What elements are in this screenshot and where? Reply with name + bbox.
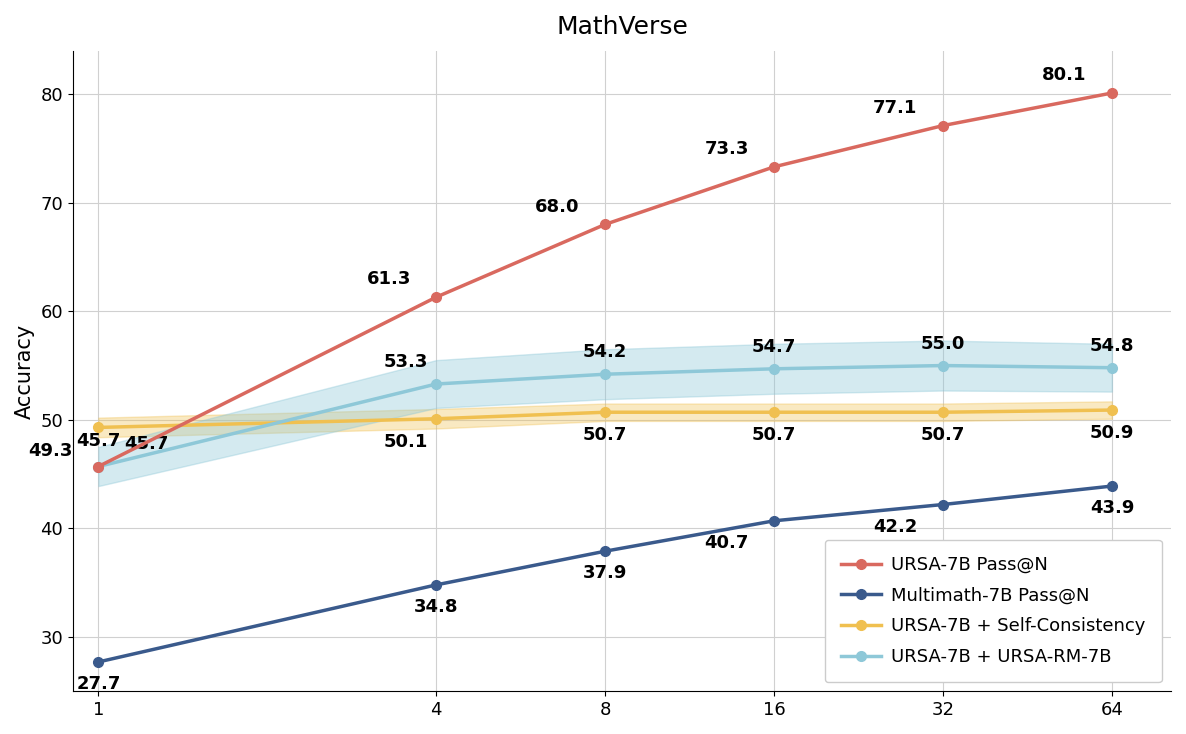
Line: URSA-7B + URSA-RM-7B: URSA-7B + URSA-RM-7B <box>94 360 1117 471</box>
URSA-7B Pass@N <box>429 293 444 302</box>
Text: 61.3: 61.3 <box>366 270 410 288</box>
URSA-7B Pass@N <box>598 220 612 229</box>
Legend: URSA-7B Pass@N, Multimath-7B Pass@N, URSA-7B + Self-Consistency, URSA-7B + URSA-: URSA-7B Pass@N, Multimath-7B Pass@N, URS… <box>824 539 1162 682</box>
Text: 42.2: 42.2 <box>873 517 918 536</box>
URSA-7B + Self-Consistency <box>767 408 782 417</box>
Multimath-7B Pass@N <box>598 547 612 556</box>
URSA-7B Pass@N <box>1105 89 1120 98</box>
URSA-7B Pass@N <box>767 162 782 171</box>
Multimath-7B Pass@N <box>429 581 444 589</box>
URSA-7B + Self-Consistency <box>936 408 950 417</box>
Text: 27.7: 27.7 <box>76 675 121 693</box>
Text: 45.7: 45.7 <box>76 432 121 450</box>
URSA-7B + URSA-RM-7B <box>767 364 782 373</box>
Text: 54.8: 54.8 <box>1090 337 1134 355</box>
Text: 53.3: 53.3 <box>383 353 428 371</box>
Multimath-7B Pass@N <box>936 500 950 509</box>
URSA-7B + Self-Consistency <box>429 414 444 423</box>
URSA-7B + URSA-RM-7B <box>936 361 950 370</box>
Multimath-7B Pass@N <box>91 658 106 666</box>
Line: URSA-7B Pass@N: URSA-7B Pass@N <box>94 88 1117 471</box>
URSA-7B + Self-Consistency <box>91 423 106 432</box>
Text: 80.1: 80.1 <box>1042 66 1086 84</box>
Multimath-7B Pass@N <box>767 517 782 526</box>
URSA-7B + Self-Consistency <box>598 408 612 417</box>
Text: 45.7: 45.7 <box>123 435 168 454</box>
Line: URSA-7B + Self-Consistency: URSA-7B + Self-Consistency <box>94 405 1117 432</box>
Text: 40.7: 40.7 <box>704 534 748 552</box>
Y-axis label: Accuracy: Accuracy <box>15 324 36 418</box>
Text: 49.3: 49.3 <box>28 442 74 459</box>
URSA-7B + Self-Consistency <box>1105 406 1120 415</box>
Title: MathVerse: MathVerse <box>556 15 688 39</box>
URSA-7B + URSA-RM-7B <box>1105 363 1120 372</box>
URSA-7B + URSA-RM-7B <box>598 370 612 379</box>
Text: 54.2: 54.2 <box>584 344 627 361</box>
Multimath-7B Pass@N <box>1105 482 1120 490</box>
Text: 34.8: 34.8 <box>414 598 459 616</box>
Text: 50.7: 50.7 <box>920 426 965 444</box>
Text: 77.1: 77.1 <box>873 99 918 117</box>
Text: 50.7: 50.7 <box>752 426 796 444</box>
Text: 37.9: 37.9 <box>584 564 627 582</box>
Text: 50.9: 50.9 <box>1090 424 1134 442</box>
Text: 73.3: 73.3 <box>704 140 748 158</box>
Text: 43.9: 43.9 <box>1090 499 1134 517</box>
Text: 50.7: 50.7 <box>584 426 627 444</box>
Text: 68.0: 68.0 <box>535 197 580 216</box>
URSA-7B Pass@N <box>936 121 950 130</box>
Line: Multimath-7B Pass@N: Multimath-7B Pass@N <box>94 482 1117 666</box>
URSA-7B + URSA-RM-7B <box>429 379 444 388</box>
Text: 54.7: 54.7 <box>752 338 796 356</box>
Text: 50.1: 50.1 <box>383 433 428 451</box>
URSA-7B Pass@N <box>91 462 106 471</box>
Text: 55.0: 55.0 <box>920 335 965 352</box>
URSA-7B + URSA-RM-7B <box>91 462 106 471</box>
